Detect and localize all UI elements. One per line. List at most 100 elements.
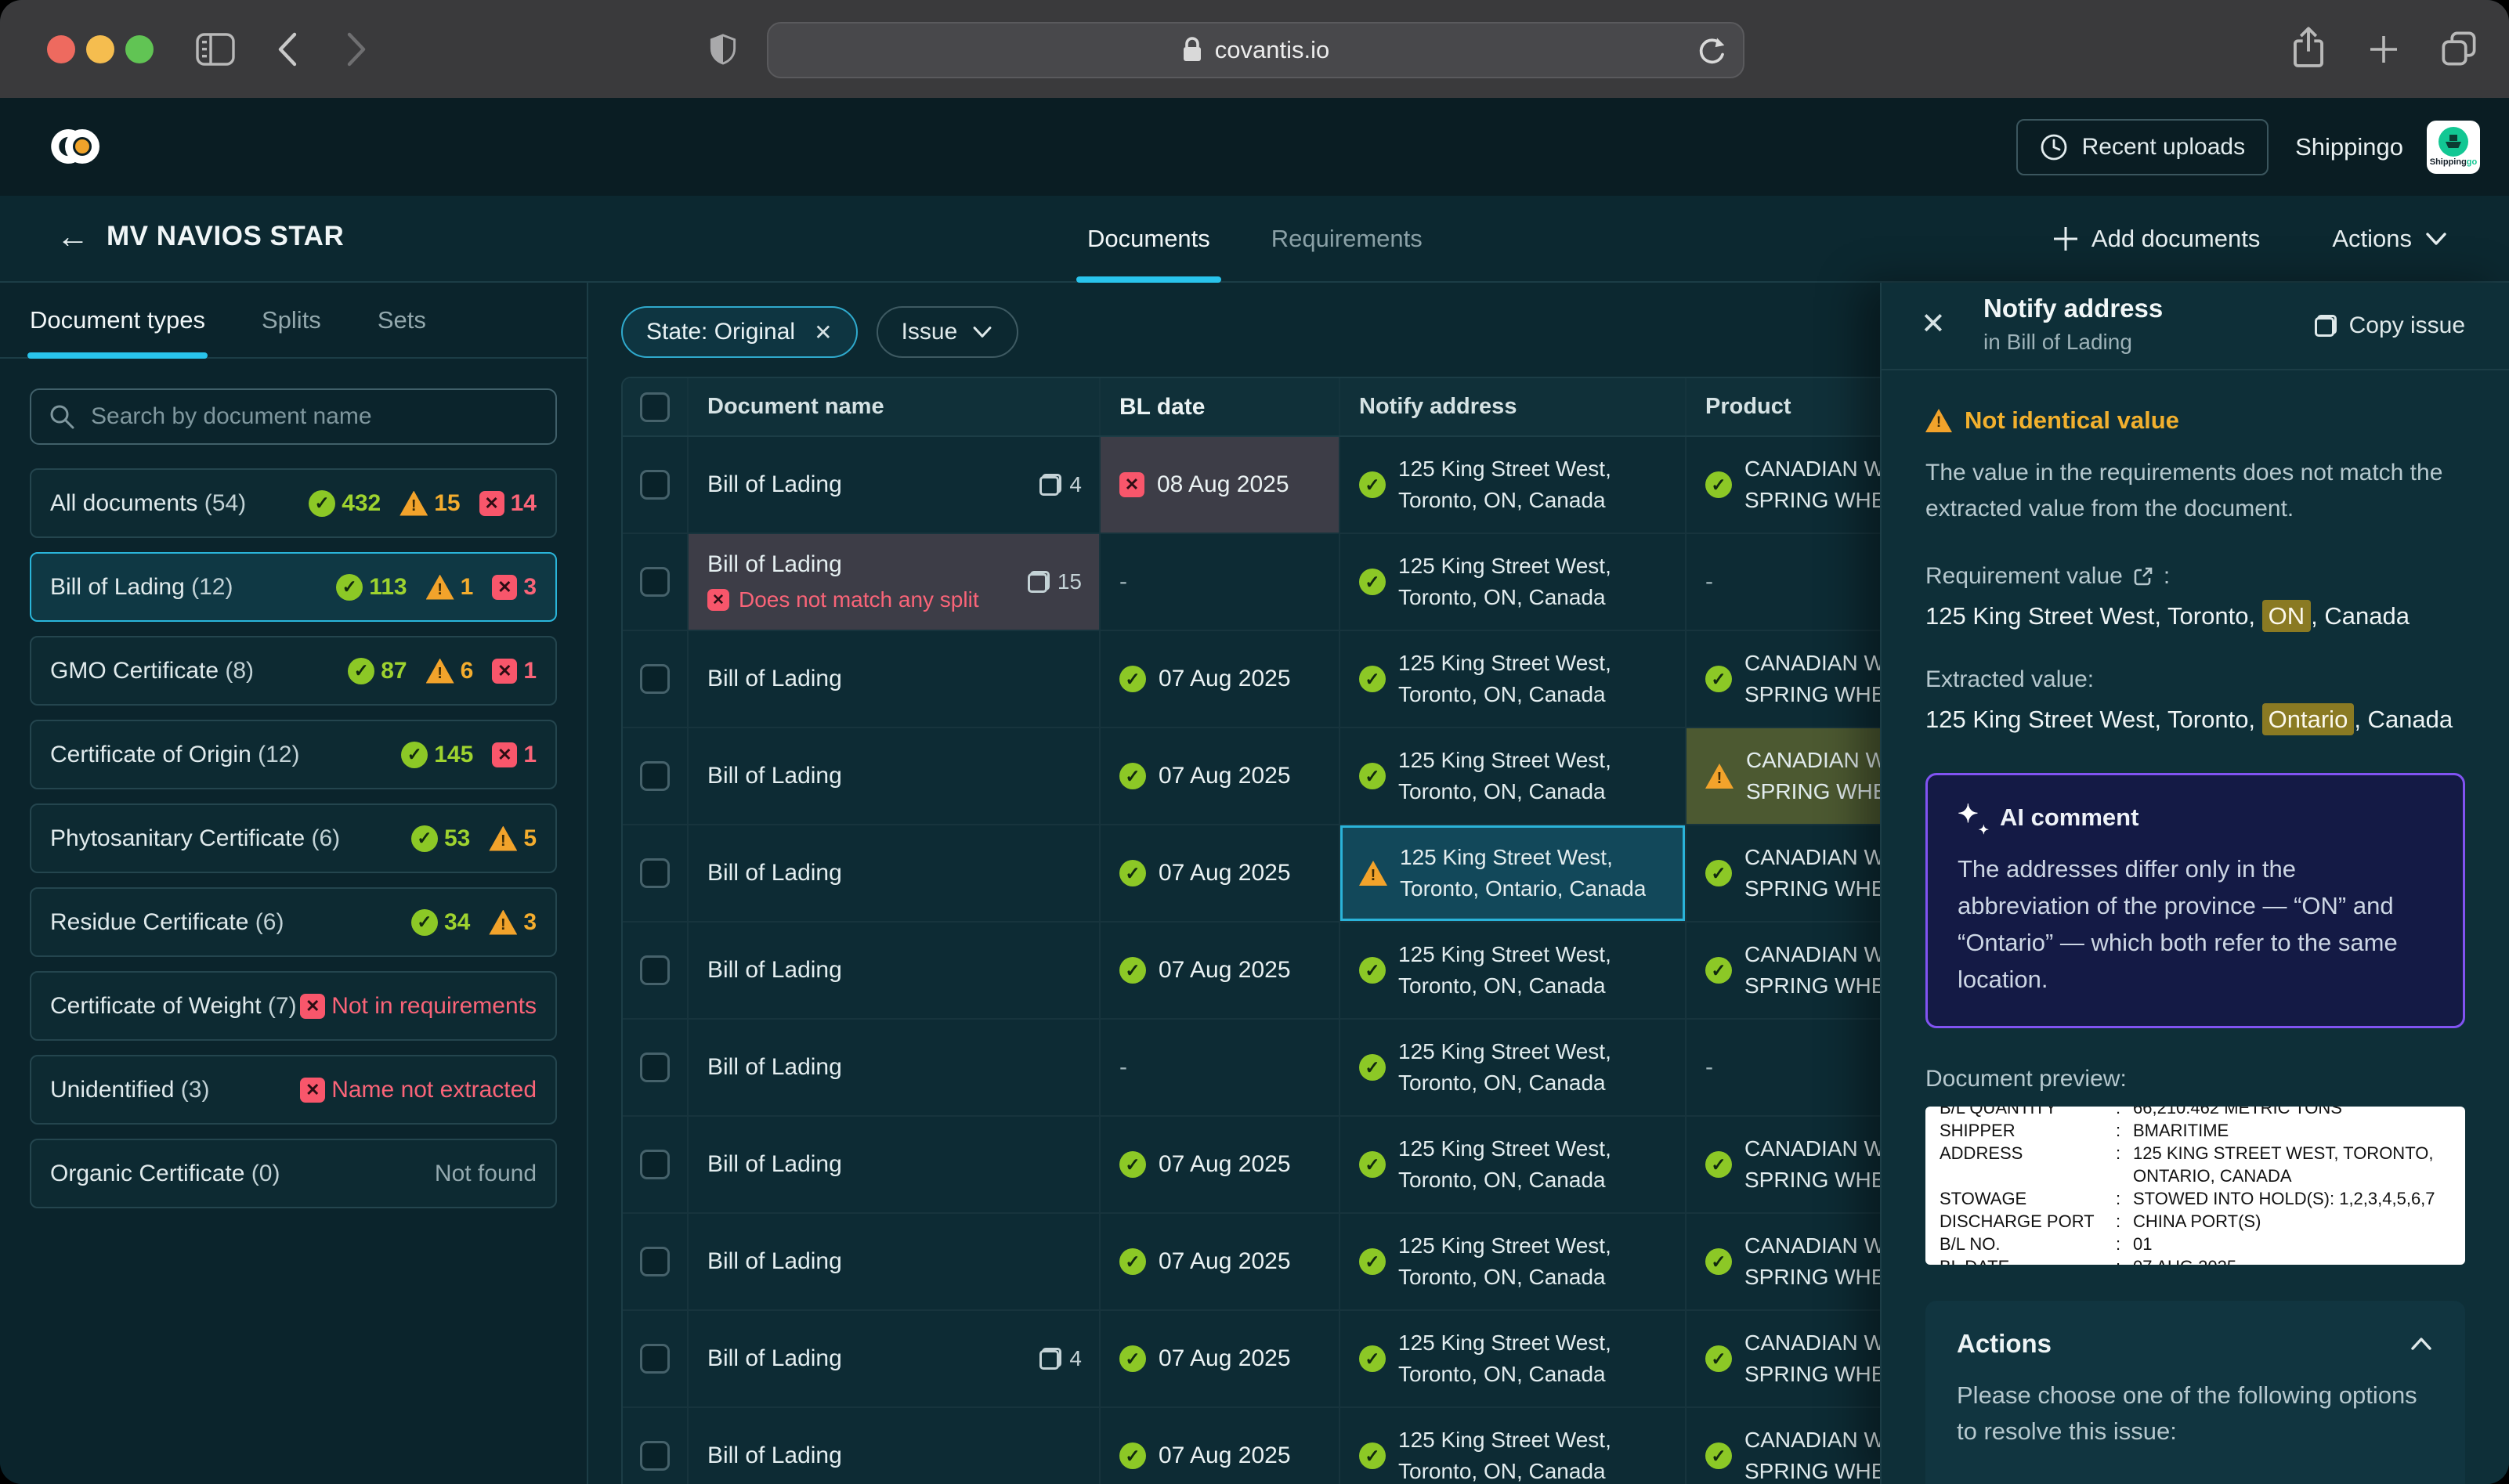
document-type-count: (0) xyxy=(251,1160,280,1186)
remove-filter-icon[interactable]: ✕ xyxy=(814,320,833,345)
check-icon: ✓ xyxy=(1359,1345,1386,1372)
sidebar-item-gmo-certificate[interactable]: GMO Certificate (8) ✓ 87! 6 ✕ 1 xyxy=(30,636,557,706)
row-checkbox[interactable] xyxy=(640,1150,670,1179)
check-icon: ✓ xyxy=(1119,666,1146,692)
actions-dropdown[interactable]: Actions xyxy=(2332,225,2448,253)
bl-date-cell: ✓ 07 Aug 2025 xyxy=(1101,923,1340,1018)
split-error-text: Does not match any split xyxy=(739,587,979,612)
check-icon: ✓ xyxy=(1119,763,1146,789)
new-tab-icon[interactable] xyxy=(2367,33,2400,66)
preview-field-value: 66,210.462 METRIC TONS xyxy=(2133,1107,2342,1118)
user-avatar[interactable]: Shippinggo xyxy=(2427,120,2480,174)
privacy-shield-icon[interactable] xyxy=(709,30,737,69)
table-row[interactable]: Bill of Lading ✓ 07 Aug 2025 ✓ 125 King Stre… xyxy=(623,923,1998,1020)
row-checkbox[interactable] xyxy=(640,858,670,888)
table-row[interactable]: Bill of Lading 4 ✕ 08 Aug 2025 ✓ 125 King Str… xyxy=(623,437,1998,534)
muted-badge: Not found xyxy=(434,1160,537,1186)
table-row[interactable]: Bill of Lading ✓ 07 Aug 2025 ✓ 125 King Stre… xyxy=(623,1214,1998,1311)
checkbox-cell xyxy=(623,825,689,921)
copy-issue-button[interactable]: Copy issue xyxy=(2314,312,2465,339)
table-row[interactable]: Bill of Lading ✓ 07 Aug 2025 ✓ 125 King Stre… xyxy=(623,1117,1998,1214)
badge-count: 5 xyxy=(523,825,537,851)
notify-address-cell[interactable]: ! 125 King Street West, Toronto, Ontario, … xyxy=(1340,825,1687,921)
row-checkbox[interactable] xyxy=(640,470,670,500)
table-row[interactable]: Bill of Lading ✓ 07 Aug 2025 ✓ 125 King Stre… xyxy=(623,631,1998,728)
document-type-count: (7) xyxy=(267,992,297,1019)
sidebar-item-all-documents[interactable]: All documents (54) ✓ 432! 15 ✕ 14 xyxy=(30,468,557,538)
row-checkbox[interactable] xyxy=(640,1053,670,1082)
sidebar-item-unidentified[interactable]: Unidentified (3) ✕ Name not extracted xyxy=(30,1055,557,1125)
row-checkbox[interactable] xyxy=(640,664,670,694)
reload-icon[interactable] xyxy=(1696,35,1727,68)
table-row[interactable]: Bill of Lading - ✓ 125 King Street West, Tor… xyxy=(623,1020,1998,1117)
table-row[interactable]: Bill of Lading 4 ✓ 07 Aug 2025 ✓ 125 King Str… xyxy=(623,1311,1998,1408)
window-close-button[interactable] xyxy=(47,35,75,63)
sidebar-item-residue-certificate[interactable]: Residue Certificate (6) ✓ 34! 3 xyxy=(30,887,557,957)
row-checkbox[interactable] xyxy=(640,567,670,597)
tab-splits[interactable]: Splits xyxy=(262,305,321,334)
issue-title: Notify address xyxy=(1983,294,2164,323)
close-icon[interactable]: ✕ xyxy=(1921,308,1946,341)
sidebar-item-bill-of-lading[interactable]: Bill of Lading (12) ✓ 113! 1 ✕ 3 xyxy=(30,552,557,622)
issue-panel-body: ! Not identical value The value in the r… xyxy=(1882,370,2509,1484)
table-row[interactable]: Bill of Lading ✕ Does not match any split 1… xyxy=(623,534,1998,631)
window-zoom-button[interactable] xyxy=(125,35,154,63)
window-minimize-button[interactable] xyxy=(86,35,114,63)
error-icon: ✕ xyxy=(300,993,326,1019)
document-type-label: GMO Certificate (8) xyxy=(50,657,255,684)
select-all-checkbox[interactable] xyxy=(640,392,670,422)
filter-chip-issue[interactable]: Issue xyxy=(876,306,1019,358)
warning-icon: ! xyxy=(489,825,518,851)
sidebar-item-organic-certificate[interactable]: Organic Certificate (0) Not found xyxy=(30,1139,557,1208)
forward-button-icon[interactable] xyxy=(346,31,368,67)
sidebar-toggle-icon[interactable] xyxy=(196,33,235,66)
document-preview[interactable]: B/L QUANTITY:66,210.462 METRIC TONS SHIPP… xyxy=(1925,1107,2465,1265)
tab-documents[interactable]: Documents xyxy=(1076,196,1221,283)
chevron-down-icon xyxy=(2426,232,2446,245)
err-badge: ✕ 1 xyxy=(492,658,537,684)
row-checkbox[interactable] xyxy=(640,1441,670,1471)
back-arrow[interactable]: ← xyxy=(56,218,89,255)
copies-count: 4 xyxy=(1069,472,1082,496)
row-checkbox[interactable] xyxy=(640,955,670,985)
sidebar-item-phytosanitary-certificate[interactable]: Phytosanitary Certificate (6) ✓ 53! 5 xyxy=(30,803,557,873)
highlight-ontario: Ontario xyxy=(2261,703,2355,735)
table-row[interactable]: Bill of Lading ✓ 07 Aug 2025 ✓ 125 King Stre… xyxy=(623,728,1998,825)
recent-uploads-button[interactable]: Recent uploads xyxy=(2016,118,2269,175)
row-checkbox[interactable] xyxy=(640,761,670,791)
table-row[interactable]: Bill of Lading ✓ 07 Aug 2025 ✓ 125 King Stre… xyxy=(623,1408,1998,1484)
sidebar-item-certificate-of-weight[interactable]: Certificate of Weight (7) ✕ Not in require… xyxy=(30,971,557,1041)
notify-address-cell: ✓ 125 King Street West, Toronto, ON, Canad… xyxy=(1340,728,1687,824)
tab-sets[interactable]: Sets xyxy=(377,305,426,334)
document-type-label: Certificate of Weight (7) xyxy=(50,992,297,1019)
document-type-label: All documents (54) xyxy=(50,489,247,516)
tab-overview-icon[interactable] xyxy=(2440,30,2478,67)
check-icon: ✓ xyxy=(1119,1345,1146,1372)
check-icon: ✓ xyxy=(309,489,336,517)
external-link-icon[interactable] xyxy=(2132,565,2154,587)
checkbox-cell xyxy=(623,923,689,1018)
add-documents-button[interactable]: Add documents xyxy=(2052,225,2260,253)
bl-date-cell: ✓ 07 Aug 2025 xyxy=(1101,825,1340,921)
error-icon: ✕ xyxy=(492,574,518,600)
notify-address-cell: ✓ 125 King Street West, Toronto, ON, Canad… xyxy=(1340,1311,1687,1406)
address-bar[interactable]: covantis.io xyxy=(767,22,1744,78)
back-button-icon[interactable] xyxy=(276,31,298,67)
sidebar-item-certificate-of-origin[interactable]: Certificate of Origin (12) ✓ 145 ✕ 1 xyxy=(30,720,557,789)
covantis-logo xyxy=(51,129,99,164)
table-row[interactable]: Bill of Lading ✓ 07 Aug 2025! 125 King Stre… xyxy=(623,825,1998,923)
document-name-cell: Bill of Lading xyxy=(689,1117,1101,1212)
search-input[interactable] xyxy=(89,403,538,431)
row-checkbox[interactable] xyxy=(640,1247,670,1276)
share-icon[interactable] xyxy=(2291,27,2326,70)
document-preview-text: B/L QUANTITY:66,210.462 METRIC TONS SHIPP… xyxy=(1940,1107,2451,1265)
bl-date-cell: ✓ 07 Aug 2025 xyxy=(1101,1311,1340,1406)
tab-requirements[interactable]: Requirements xyxy=(1271,224,1423,252)
bl-date: 07 Aug 2025 xyxy=(1159,1442,1291,1468)
filter-chip-state[interactable]: State: Original ✕ xyxy=(621,306,858,358)
ok-badge: ✓ 145 xyxy=(401,741,473,768)
chevron-up-icon[interactable] xyxy=(2409,1336,2434,1352)
tab-document-types[interactable]: Document types xyxy=(27,283,208,359)
row-checkbox[interactable] xyxy=(640,1344,670,1374)
